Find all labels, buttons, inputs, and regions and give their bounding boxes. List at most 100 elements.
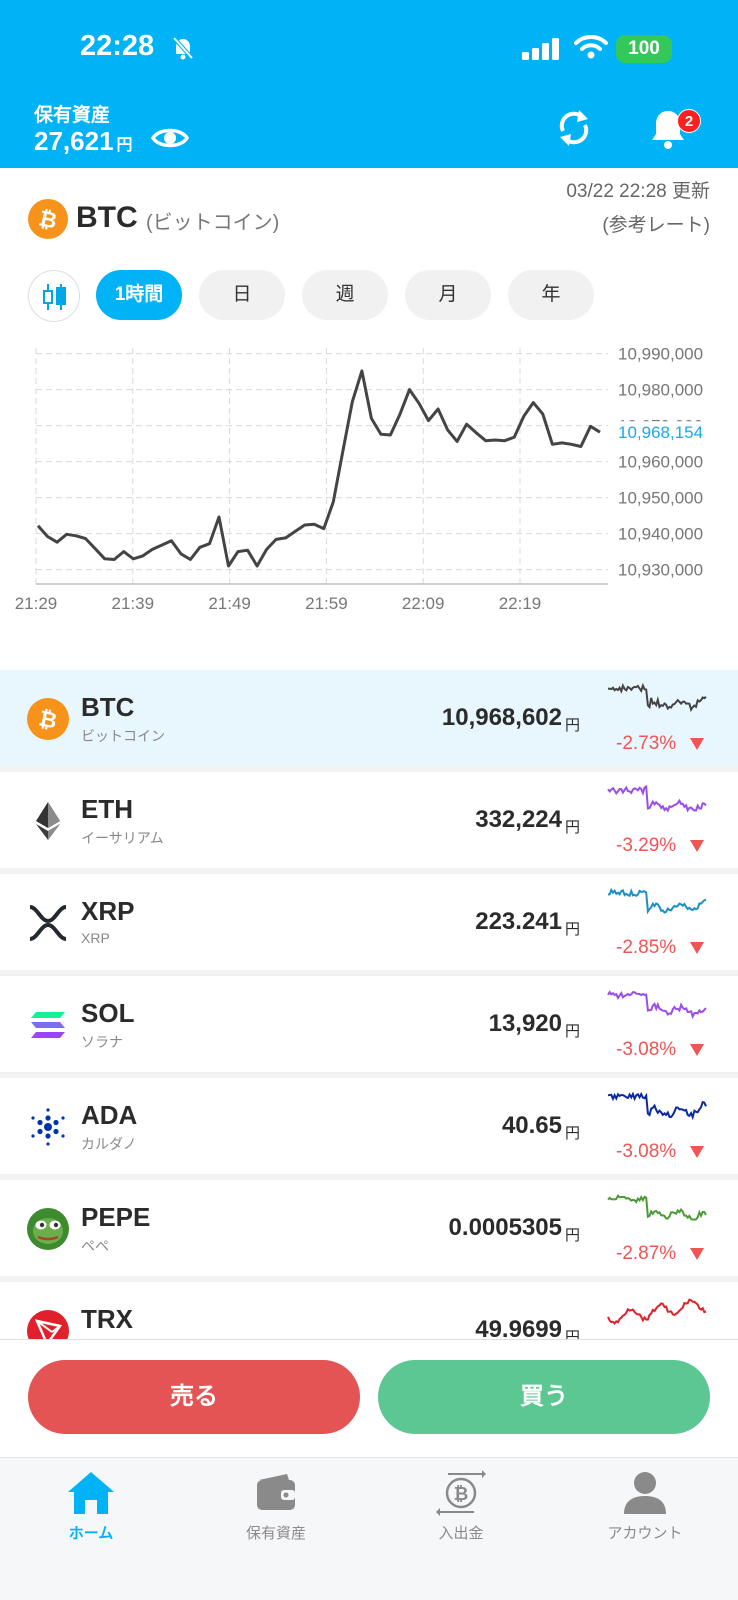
tab-holdings[interactable]: 保有資産	[201, 1470, 351, 1543]
wifi-icon	[574, 35, 608, 59]
coin-sparkline	[607, 1194, 707, 1221]
chart-y-tick-label: 10,980,000	[618, 381, 703, 400]
down-arrow-icon	[690, 1146, 704, 1158]
coin-row-btc[interactable]: ₿ BTC ビットコイン 10,968,602 円 -2.73%	[0, 670, 738, 766]
svg-text:₿: ₿	[36, 206, 59, 234]
down-arrow-icon	[690, 1248, 704, 1260]
coin-sparkline	[607, 1091, 707, 1121]
tab-account[interactable]: アカウント	[570, 1470, 720, 1543]
coin-price: 10,968,602	[441, 704, 562, 731]
app-header: 22:28 100 保有資産 27,621 円 2	[0, 0, 738, 168]
coin-change: -3.08%	[616, 1039, 677, 1060]
coin-symbol: PEPE	[81, 1202, 151, 1232]
refresh-icon[interactable]	[555, 107, 593, 149]
svg-text:₿: ₿	[454, 1484, 469, 1505]
row-divider	[0, 1174, 738, 1180]
chart-x-tick-label: 21:49	[208, 594, 251, 613]
coin-symbol: BTC	[81, 692, 135, 722]
period-tab-day[interactable]: 日	[199, 270, 285, 320]
coin-change: -3.08%	[616, 1141, 677, 1162]
pepe-icon	[27, 1208, 69, 1250]
btc-icon: ₿	[27, 698, 69, 740]
coin-symbol: SOL	[81, 998, 135, 1028]
coin-sparkline	[607, 682, 707, 713]
assets-unit: 円	[116, 137, 133, 154]
sell-button[interactable]: 売る	[28, 1360, 360, 1434]
chart-y-tick-label: 10,940,000	[618, 525, 703, 544]
ada-icon	[31, 1108, 65, 1146]
status-time: 22:28	[80, 30, 155, 62]
account-icon	[624, 1472, 666, 1514]
chart-y-tick-label: 10,930,000	[618, 561, 703, 580]
tab-home[interactable]: ホーム	[16, 1470, 166, 1543]
chart-price-line	[36, 369, 601, 568]
reference-rate-note: (参考レート)	[602, 215, 710, 236]
down-arrow-icon	[690, 840, 704, 852]
down-arrow-icon	[690, 738, 704, 750]
coin-price: 332,224	[475, 806, 562, 833]
coin-name: イーサリアム	[81, 830, 164, 846]
down-arrow-icon	[690, 942, 704, 954]
transfer-icon: ₿	[436, 1470, 486, 1516]
coin-price-unit: 円	[565, 717, 581, 734]
chart-x-tick-label: 22:09	[402, 594, 445, 613]
xrp-icon	[29, 905, 67, 941]
assets-amount: 27,621	[34, 126, 114, 156]
coin-row-pepe[interactable]: PEPE ペペ 0.0005305 円 -2.87%	[0, 1180, 738, 1276]
coin-symbol: BTC	[76, 201, 138, 234]
coin-price-unit: 円	[565, 1125, 581, 1142]
assets-value: 27,621 円	[34, 126, 133, 157]
home-icon	[68, 1472, 114, 1514]
price-chart[interactable]: 10,990,00010,980,00010,970,00010,960,000…	[0, 330, 738, 620]
coin-row-xrp[interactable]: XRP XRP 223.241 円 -2.85%	[0, 874, 738, 970]
coin-change: -2.87%	[616, 1243, 677, 1264]
coin-name: ペペ	[81, 1238, 109, 1254]
coin-sparkline	[607, 990, 707, 1020]
coin-name: ビットコイン	[81, 728, 165, 744]
svg-text:₿: ₿	[36, 706, 59, 734]
row-divider	[0, 766, 738, 772]
coin-price-unit: 円	[565, 1329, 581, 1339]
chart-x-tick-label: 21:39	[112, 594, 155, 613]
tab-holdings-label: 保有資産	[245, 1525, 306, 1542]
chart-y-tick-label: 10,990,000	[618, 345, 703, 364]
row-divider	[0, 868, 738, 874]
coin-symbol: ADA	[81, 1100, 138, 1130]
notification-badge: 2	[677, 109, 701, 133]
down-arrow-icon	[690, 1044, 704, 1056]
buy-button[interactable]: 買う	[378, 1360, 710, 1434]
coin-name: カルダノ	[81, 1136, 137, 1152]
coin-price: 49.9699	[475, 1316, 562, 1339]
coin-change: -2.73%	[616, 733, 677, 754]
notification-bell-icon[interactable]	[648, 106, 688, 150]
coin-row-eth[interactable]: ETH イーサリアム 332,224 円 -3.29%	[0, 772, 738, 868]
candlestick-icon	[43, 284, 66, 310]
coin-price: 0.0005305	[448, 1214, 562, 1241]
coin-sparkline	[607, 1298, 707, 1326]
coin-price-unit: 円	[565, 1023, 581, 1040]
coin-symbol: ETH	[81, 794, 133, 824]
row-divider	[0, 970, 738, 976]
period-tab-hour[interactable]: 1時間	[96, 270, 182, 320]
tab-account-label: アカウント	[607, 1525, 683, 1542]
coin-price-unit: 円	[565, 921, 581, 938]
coin-price-unit: 円	[565, 1227, 581, 1244]
coin-price: 13,920	[488, 1010, 562, 1037]
coin-row-ada[interactable]: ADA カルダノ 40.65 円 -3.08%	[0, 1078, 738, 1174]
eye-icon[interactable]	[151, 124, 189, 152]
signal-icon	[522, 38, 559, 60]
period-tab-month[interactable]: 月	[405, 270, 491, 320]
coin-symbol: TRX	[81, 1304, 133, 1334]
assets-label: 保有資産	[34, 105, 111, 126]
candlestick-toggle-button[interactable]	[28, 270, 80, 322]
period-tab-year[interactable]: 年	[508, 270, 594, 320]
coin-sparkline	[607, 887, 707, 915]
coin-row-sol[interactable]: SOL ソラナ 13,920 円 -3.08%	[0, 976, 738, 1072]
update-time: 03/22 22:28 更新	[566, 181, 710, 202]
period-tab-week[interactable]: 週	[302, 270, 388, 320]
coin-price-unit: 円	[565, 819, 581, 836]
sol-icon	[31, 1012, 65, 1038]
coin-name: (ビットコイン)	[146, 212, 280, 234]
tab-deposit-withdraw[interactable]: ₿ 入出金	[386, 1470, 536, 1543]
